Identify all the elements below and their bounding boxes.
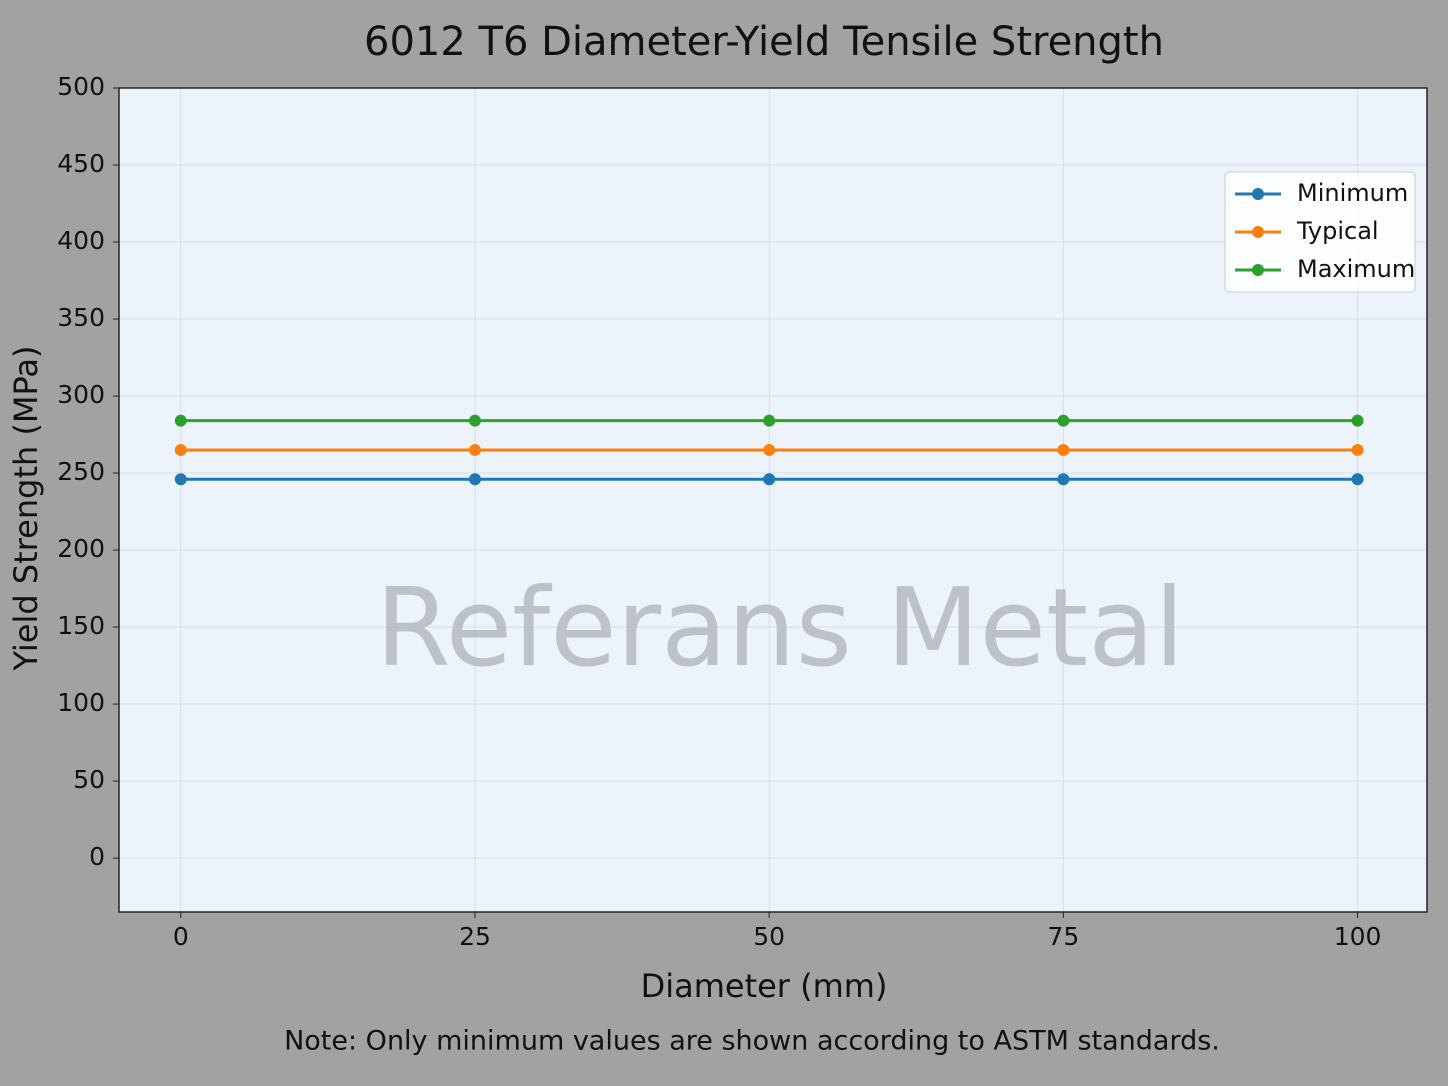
y-tick-label: 0 <box>89 842 105 871</box>
chart-title: 6012 T6 Diameter-Yield Tensile Strength <box>364 19 1164 65</box>
y-tick-label: 400 <box>57 226 105 255</box>
data-point <box>763 414 776 427</box>
y-tick-label: 150 <box>57 611 105 640</box>
y-tick-label: 450 <box>57 149 105 178</box>
legend: Minimum Typical Maximum <box>1224 171 1416 293</box>
data-point <box>1351 414 1364 427</box>
data-point <box>763 443 776 456</box>
x-tick-label: 75 <box>1047 922 1079 951</box>
y-tick-label: 100 <box>57 688 105 717</box>
data-point <box>468 473 481 486</box>
y-tick-label: 350 <box>57 303 105 332</box>
plot-frame <box>118 87 1428 913</box>
data-point <box>1057 443 1070 456</box>
legend-marker <box>1252 188 1264 200</box>
data-point <box>174 473 187 486</box>
x-tick-label: 50 <box>753 922 785 951</box>
watermark: Referans Metal <box>376 566 1185 691</box>
y-tick-label: 300 <box>57 380 105 409</box>
legend-label: Maximum <box>1297 255 1415 283</box>
y-axis-label: Yield Strength (MPa) <box>7 346 45 672</box>
legend-marker <box>1252 264 1264 276</box>
y-tick-label: 200 <box>57 534 105 563</box>
data-point <box>174 443 187 456</box>
data-point <box>1351 473 1364 486</box>
legend-label: Minimum <box>1297 179 1408 207</box>
data-point <box>1351 443 1364 456</box>
y-tick-label: 250 <box>57 457 105 486</box>
data-point <box>1057 473 1070 486</box>
note: Note: Only minimum values are shown acco… <box>284 1026 1220 1057</box>
y-tick-label: 50 <box>73 765 105 794</box>
data-point <box>468 443 481 456</box>
plot-area <box>119 88 1427 912</box>
x-tick-label: 100 <box>1334 922 1382 951</box>
legend-label: Typical <box>1296 217 1379 245</box>
data-point <box>763 473 776 486</box>
x-tick-label: 25 <box>459 922 491 951</box>
x-axis-label: Diameter (mm) <box>641 967 888 1005</box>
marks <box>174 414 1364 486</box>
legend-box <box>1224 171 1416 293</box>
y-tick-label: 500 <box>57 72 105 101</box>
legend-marker <box>1252 226 1264 238</box>
x-tick-label: 0 <box>173 922 189 951</box>
data-point <box>174 414 187 427</box>
data-point <box>468 414 481 427</box>
data-point <box>1057 414 1070 427</box>
